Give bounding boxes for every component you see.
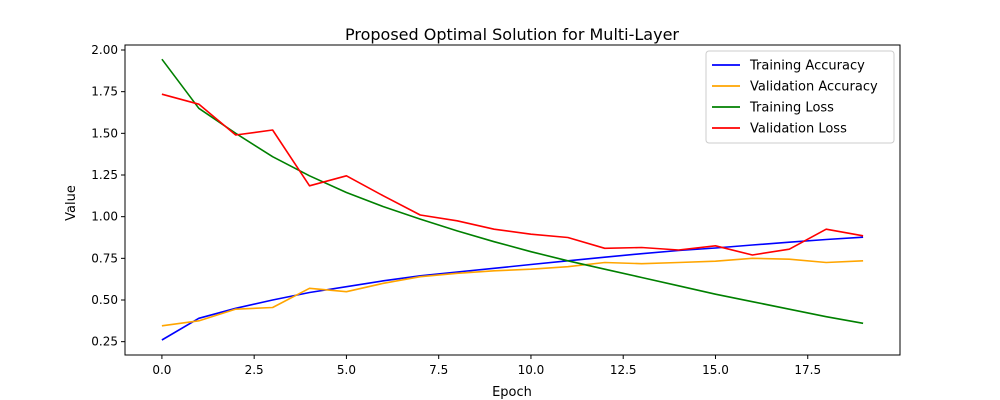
x-tick-label: 7.5 bbox=[429, 363, 448, 377]
y-tick-label: 0.75 bbox=[91, 251, 118, 265]
x-tick-label: 2.5 bbox=[245, 363, 264, 377]
y-tick-label: 1.75 bbox=[91, 85, 118, 99]
chart-title: Proposed Optimal Solution for Multi-Laye… bbox=[345, 25, 679, 44]
legend-label: Validation Accuracy bbox=[750, 80, 878, 95]
series-line-validation-loss bbox=[161, 93, 864, 256]
y-tick-label: 1.00 bbox=[91, 210, 118, 224]
x-axis-label: Epoch bbox=[492, 385, 532, 400]
legend-label: Training Accuracy bbox=[749, 59, 865, 74]
series-line-validation-accuracy bbox=[161, 257, 864, 327]
x-tick-label: 0.0 bbox=[152, 363, 171, 377]
y-tick-label: 0.50 bbox=[91, 293, 118, 307]
legend-box bbox=[705, 50, 895, 144]
x-tick-label: 15.0 bbox=[702, 363, 729, 377]
series-line-training-loss bbox=[161, 58, 864, 325]
x-tick-label: 5.0 bbox=[337, 363, 356, 377]
y-tick-label: 1.50 bbox=[91, 126, 118, 140]
y-tick-label: 1.25 bbox=[91, 168, 118, 182]
x-tick-label: 10.0 bbox=[518, 363, 545, 377]
legend: Training Accuracy Validation Accuracy Trai… bbox=[705, 50, 895, 144]
legend-label: Validation Loss bbox=[750, 122, 847, 137]
y-tick-label: 2.00 bbox=[91, 43, 118, 57]
legend-label: Training Loss bbox=[749, 101, 834, 116]
x-tick-label: 12.5 bbox=[610, 363, 637, 377]
y-tick-label: 0.25 bbox=[91, 335, 118, 349]
plot-area-frame bbox=[124, 44, 901, 356]
y-axis-label: Value bbox=[64, 185, 79, 221]
series-line-training-accuracy bbox=[161, 236, 864, 341]
x-tick-label: 17.5 bbox=[794, 363, 821, 377]
